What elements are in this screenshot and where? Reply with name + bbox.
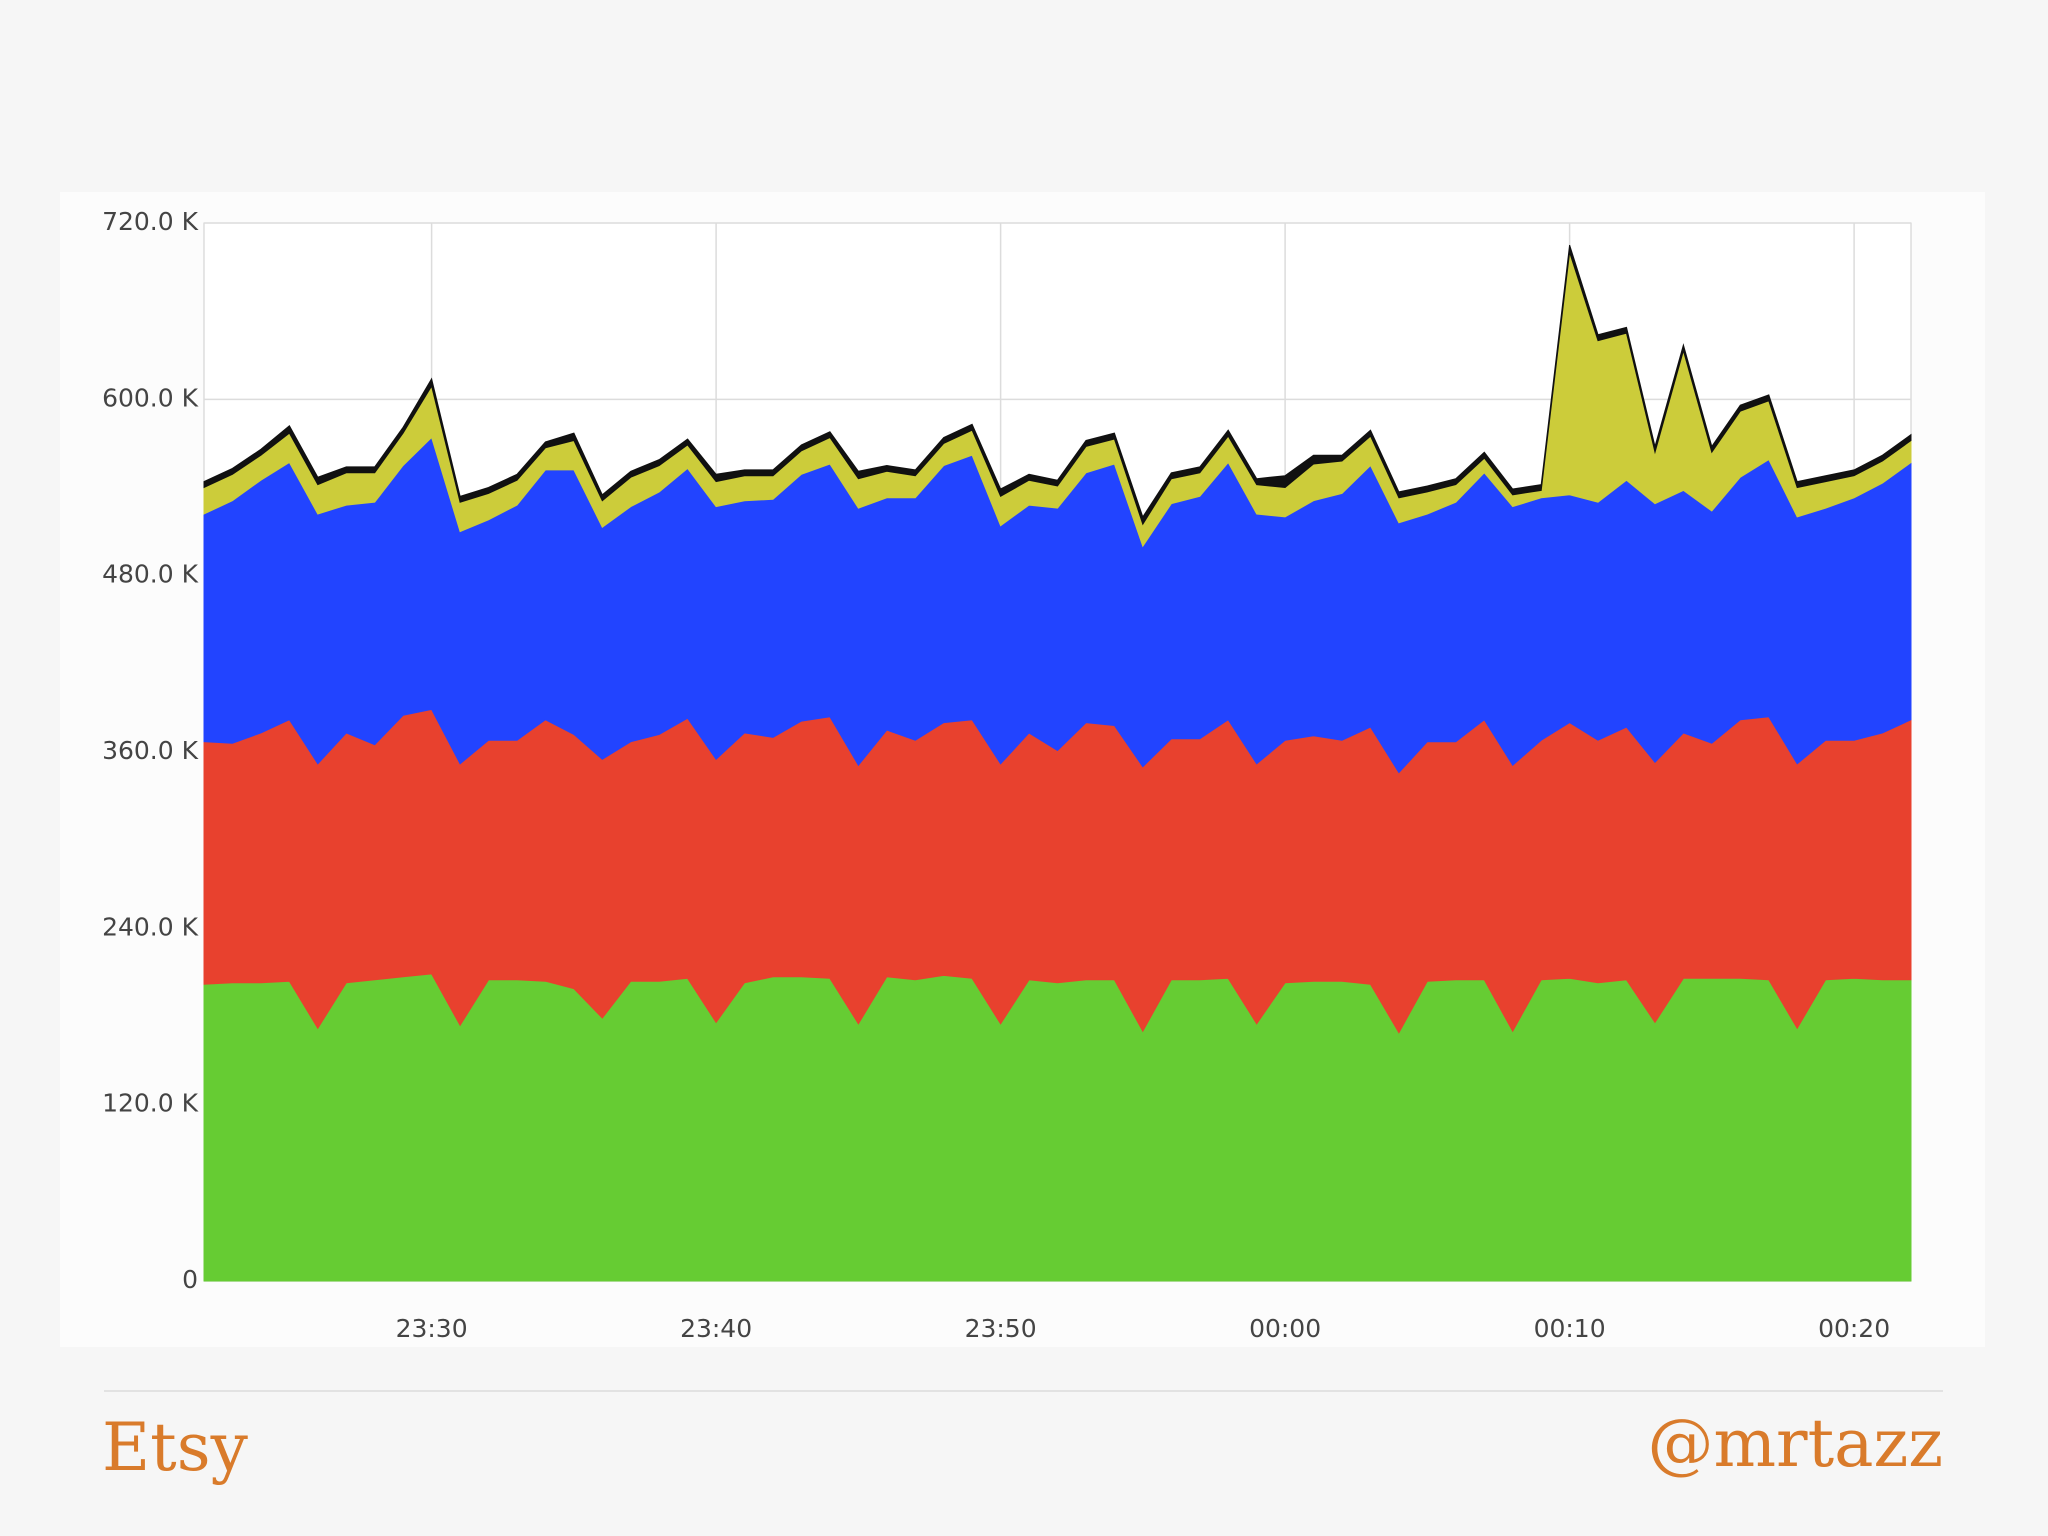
footer-left: Etsy <box>102 1409 249 1486</box>
area <box>203 244 1912 526</box>
y-tick-label: 0 <box>182 1265 198 1294</box>
areas <box>203 244 1912 1282</box>
y-tick-label: 720.0 K <box>102 207 199 236</box>
y-tick-label: 360.0 K <box>102 736 199 765</box>
y-tick-label: 240.0 K <box>102 912 199 941</box>
y-tick-label: 480.0 K <box>102 560 199 589</box>
y-tick-label: 600.0 K <box>102 383 199 412</box>
y-tick-label: 120.0 K <box>102 1089 199 1118</box>
labels: 0 120.0 K 240.0 K 360.0 K 480.0 K 600.0 K 720.… <box>102 207 1890 1343</box>
x-tick-label: 00:20 <box>1818 1314 1890 1343</box>
x-tick-label: 23:50 <box>965 1314 1037 1343</box>
x-tick-label: 00:00 <box>1249 1314 1321 1343</box>
x-tick-label: 23:40 <box>680 1314 752 1343</box>
footer-right: @mrtazz <box>1647 1405 1943 1482</box>
x-tick-label: 00:10 <box>1534 1314 1606 1343</box>
x-tick-label: 23:30 <box>396 1314 468 1343</box>
